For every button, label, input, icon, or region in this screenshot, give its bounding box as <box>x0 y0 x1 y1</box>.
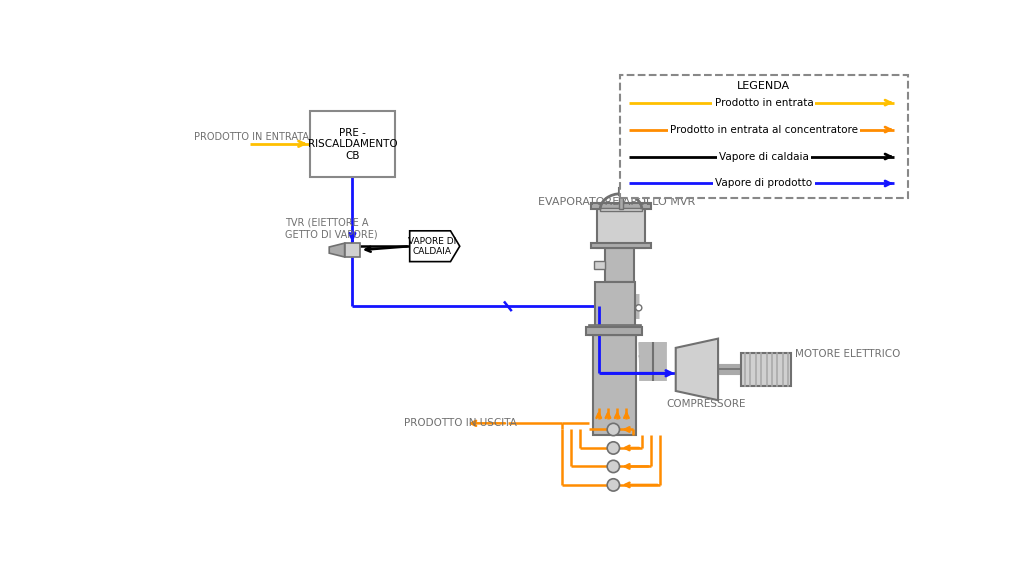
Bar <box>591 243 651 248</box>
Bar <box>597 209 645 248</box>
Text: Vapore di caldaia: Vapore di caldaia <box>719 151 809 161</box>
Text: PRODOTTO IN ENTRATA: PRODOTTO IN ENTRATA <box>194 132 308 142</box>
Bar <box>591 203 651 209</box>
Circle shape <box>607 423 620 435</box>
Bar <box>594 261 605 268</box>
Bar <box>618 195 624 209</box>
Bar <box>345 243 360 257</box>
Polygon shape <box>618 188 628 194</box>
Bar <box>589 325 641 331</box>
Text: PRODOTTO IN USCITA: PRODOTTO IN USCITA <box>403 418 517 429</box>
Bar <box>605 248 634 282</box>
Polygon shape <box>410 231 460 262</box>
Text: LEGENDA: LEGENDA <box>737 81 791 91</box>
Text: Prodotto in entrata: Prodotto in entrata <box>715 97 813 108</box>
Circle shape <box>607 479 620 491</box>
Circle shape <box>607 442 620 454</box>
Circle shape <box>607 460 620 472</box>
Bar <box>595 282 635 329</box>
Text: Vapore di prodotto: Vapore di prodotto <box>716 179 812 188</box>
FancyBboxPatch shape <box>620 75 908 199</box>
Bar <box>587 327 642 335</box>
Text: PRE -
RISCALDAMENTO
CB: PRE - RISCALDAMENTO CB <box>307 128 397 161</box>
Bar <box>593 335 636 435</box>
Text: TVR (EIETTORE A
GETTO DI VAPORE): TVR (EIETTORE A GETTO DI VAPORE) <box>285 218 377 239</box>
Bar <box>741 353 792 385</box>
Text: EVAPORATORE APOLLO MVR: EVAPORATORE APOLLO MVR <box>538 196 695 207</box>
Bar <box>600 208 642 211</box>
Bar <box>310 112 394 177</box>
Text: MOTORE ELETTRICO: MOTORE ELETTRICO <box>795 349 900 359</box>
Polygon shape <box>330 243 345 257</box>
Text: COMPRESSORE: COMPRESSORE <box>667 399 746 409</box>
Text: Prodotto in entrata al concentratore: Prodotto in entrata al concentratore <box>670 124 858 135</box>
Text: VAPORE DI
CALDAIA: VAPORE DI CALDAIA <box>408 237 456 256</box>
Polygon shape <box>676 339 718 400</box>
Circle shape <box>636 305 642 311</box>
Bar <box>590 327 638 335</box>
